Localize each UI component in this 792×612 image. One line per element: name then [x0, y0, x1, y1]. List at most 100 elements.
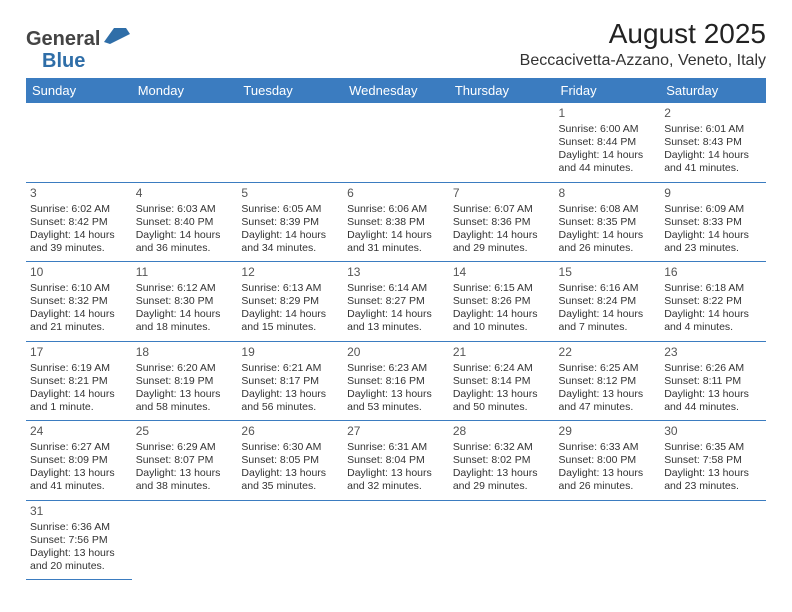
calendar-day-cell: 15Sunrise: 6:16 AMSunset: 8:24 PMDayligh…	[555, 262, 661, 342]
sunrise-line: Sunrise: 6:29 AM	[136, 441, 234, 454]
calendar-table: SundayMondayTuesdayWednesdayThursdayFrid…	[26, 78, 766, 580]
daylight-line: Daylight: 14 hours and 4 minutes.	[664, 308, 762, 334]
sunset-line: Sunset: 8:29 PM	[241, 295, 339, 308]
day-number: 25	[136, 424, 234, 439]
sunset-line: Sunset: 8:32 PM	[30, 295, 128, 308]
day-number: 1	[559, 106, 657, 121]
day-number: 9	[664, 186, 762, 201]
calendar-empty-cell	[555, 500, 661, 580]
calendar-week-row: 17Sunrise: 6:19 AMSunset: 8:21 PMDayligh…	[26, 341, 766, 421]
daylight-line: Daylight: 13 hours and 38 minutes.	[136, 467, 234, 493]
calendar-empty-cell	[26, 103, 132, 182]
day-number: 29	[559, 424, 657, 439]
sunrise-line: Sunrise: 6:27 AM	[30, 441, 128, 454]
day-header: Tuesday	[237, 78, 343, 103]
logo-text-2-wrap: Blue	[42, 50, 85, 73]
daylight-line: Daylight: 14 hours and 23 minutes.	[664, 229, 762, 255]
calendar-day-cell: 7 Sunrise: 6:07 AMSunset: 8:36 PMDaylight…	[449, 182, 555, 262]
calendar-day-cell: 24Sunrise: 6:27 AMSunset: 8:09 PMDayligh…	[26, 421, 132, 501]
day-number: 20	[347, 345, 445, 360]
calendar-empty-cell	[132, 500, 238, 580]
day-number: 17	[30, 345, 128, 360]
day-number: 23	[664, 345, 762, 360]
sunset-line: Sunset: 8:26 PM	[453, 295, 551, 308]
calendar-day-cell: 18Sunrise: 6:20 AMSunset: 8:19 PMDayligh…	[132, 341, 238, 421]
daylight-line: Daylight: 14 hours and 21 minutes.	[30, 308, 128, 334]
day-header: Wednesday	[343, 78, 449, 103]
day-number: 16	[664, 265, 762, 280]
day-number: 7	[453, 186, 551, 201]
day-number: 3	[30, 186, 128, 201]
sunset-line: Sunset: 8:22 PM	[664, 295, 762, 308]
calendar-day-cell: 17Sunrise: 6:19 AMSunset: 8:21 PMDayligh…	[26, 341, 132, 421]
sunset-line: Sunset: 8:00 PM	[559, 454, 657, 467]
logo: General	[26, 18, 132, 51]
daylight-line: Daylight: 13 hours and 26 minutes.	[559, 467, 657, 493]
calendar-day-cell: 11Sunrise: 6:12 AMSunset: 8:30 PMDayligh…	[132, 262, 238, 342]
day-number: 26	[241, 424, 339, 439]
calendar-day-cell: 20Sunrise: 6:23 AMSunset: 8:16 PMDayligh…	[343, 341, 449, 421]
daylight-line: Daylight: 14 hours and 13 minutes.	[347, 308, 445, 334]
sunrise-line: Sunrise: 6:09 AM	[664, 203, 762, 216]
calendar-day-cell: 27Sunrise: 6:31 AMSunset: 8:04 PMDayligh…	[343, 421, 449, 501]
sunrise-line: Sunrise: 6:07 AM	[453, 203, 551, 216]
daylight-line: Daylight: 13 hours and 56 minutes.	[241, 388, 339, 414]
day-number: 10	[30, 265, 128, 280]
sunset-line: Sunset: 8:07 PM	[136, 454, 234, 467]
calendar-empty-cell	[449, 103, 555, 182]
sunset-line: Sunset: 8:17 PM	[241, 375, 339, 388]
calendar-day-cell: 31Sunrise: 6:36 AMSunset: 7:56 PMDayligh…	[26, 500, 132, 580]
sunset-line: Sunset: 8:14 PM	[453, 375, 551, 388]
calendar-day-cell: 1Sunrise: 6:00 AMSunset: 8:44 PMDaylight…	[555, 103, 661, 182]
daylight-line: Daylight: 13 hours and 32 minutes.	[347, 467, 445, 493]
daylight-line: Daylight: 14 hours and 34 minutes.	[241, 229, 339, 255]
daylight-line: Daylight: 14 hours and 29 minutes.	[453, 229, 551, 255]
day-header: Sunday	[26, 78, 132, 103]
calendar: SundayMondayTuesdayWednesdayThursdayFrid…	[26, 78, 766, 580]
calendar-day-cell: 13Sunrise: 6:14 AMSunset: 8:27 PMDayligh…	[343, 262, 449, 342]
sunrise-line: Sunrise: 6:14 AM	[347, 282, 445, 295]
sunrise-line: Sunrise: 6:02 AM	[30, 203, 128, 216]
calendar-empty-cell	[343, 103, 449, 182]
daylight-line: Daylight: 14 hours and 15 minutes.	[241, 308, 339, 334]
sunrise-line: Sunrise: 6:05 AM	[241, 203, 339, 216]
sunrise-line: Sunrise: 6:20 AM	[136, 362, 234, 375]
sunrise-line: Sunrise: 6:13 AM	[241, 282, 339, 295]
sunrise-line: Sunrise: 6:15 AM	[453, 282, 551, 295]
daylight-line: Daylight: 14 hours and 1 minute.	[30, 388, 128, 414]
daylight-line: Daylight: 13 hours and 20 minutes.	[30, 547, 128, 573]
day-number: 22	[559, 345, 657, 360]
sunrise-line: Sunrise: 6:16 AM	[559, 282, 657, 295]
sunrise-line: Sunrise: 6:19 AM	[30, 362, 128, 375]
sunset-line: Sunset: 8:36 PM	[453, 216, 551, 229]
sunrise-line: Sunrise: 6:30 AM	[241, 441, 339, 454]
sunset-line: Sunset: 8:12 PM	[559, 375, 657, 388]
daylight-line: Daylight: 13 hours and 23 minutes.	[664, 467, 762, 493]
calendar-day-cell: 30Sunrise: 6:35 AMSunset: 7:58 PMDayligh…	[660, 421, 766, 501]
month-title: August 2025	[520, 18, 766, 50]
daylight-line: Daylight: 14 hours and 31 minutes.	[347, 229, 445, 255]
sunrise-line: Sunrise: 6:21 AM	[241, 362, 339, 375]
daylight-line: Daylight: 14 hours and 41 minutes.	[664, 149, 762, 175]
calendar-header-row: SundayMondayTuesdayWednesdayThursdayFrid…	[26, 78, 766, 103]
calendar-empty-cell	[132, 103, 238, 182]
sunset-line: Sunset: 8:38 PM	[347, 216, 445, 229]
daylight-line: Daylight: 13 hours and 41 minutes.	[30, 467, 128, 493]
location: Beccacivetta-Azzano, Veneto, Italy	[520, 52, 766, 70]
calendar-week-row: 3Sunrise: 6:02 AMSunset: 8:42 PMDaylight…	[26, 182, 766, 262]
calendar-day-cell: 22Sunrise: 6:25 AMSunset: 8:12 PMDayligh…	[555, 341, 661, 421]
day-number: 18	[136, 345, 234, 360]
logo-text-2: Blue	[42, 50, 85, 72]
daylight-line: Daylight: 14 hours and 18 minutes.	[136, 308, 234, 334]
sunrise-line: Sunrise: 6:00 AM	[559, 123, 657, 136]
calendar-day-cell: 23Sunrise: 6:26 AMSunset: 8:11 PMDayligh…	[660, 341, 766, 421]
calendar-day-cell: 26Sunrise: 6:30 AMSunset: 8:05 PMDayligh…	[237, 421, 343, 501]
day-number: 4	[136, 186, 234, 201]
day-number: 8	[559, 186, 657, 201]
sunrise-line: Sunrise: 6:26 AM	[664, 362, 762, 375]
sunset-line: Sunset: 8:11 PM	[664, 375, 762, 388]
calendar-day-cell: 25 Sunrise: 6:29 AMSunset: 8:07 PMDayligh…	[132, 421, 238, 501]
sunrise-line: Sunrise: 6:18 AM	[664, 282, 762, 295]
day-header: Thursday	[449, 78, 555, 103]
calendar-week-row: 24Sunrise: 6:27 AMSunset: 8:09 PMDayligh…	[26, 421, 766, 501]
